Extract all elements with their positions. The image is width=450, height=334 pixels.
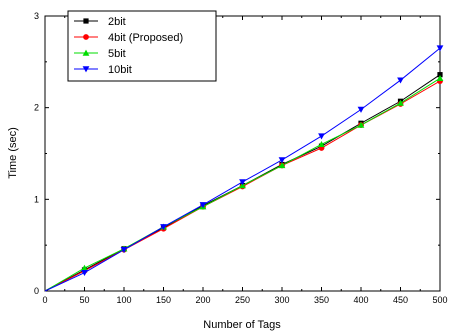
series-line: [44, 47, 441, 292]
data-point: [81, 269, 88, 277]
legend-entry-label: 5bit: [108, 48, 126, 60]
x-tick-label: 200: [195, 295, 210, 305]
x-tick-label: 350: [314, 295, 329, 305]
data-point: [397, 99, 404, 106]
data-point: [278, 162, 286, 169]
x-tick-label: 300: [274, 295, 289, 305]
legend-entry-label: 10bit: [108, 64, 132, 76]
data-point: [436, 45, 444, 52]
data-point: [318, 140, 325, 148]
legend-entry-label: 2bit: [108, 16, 126, 28]
legend-marker: [82, 49, 90, 56]
data-point: [357, 106, 365, 113]
data-point: [397, 77, 404, 84]
y-tick-label: 0: [34, 286, 39, 296]
series-10bit: [44, 45, 444, 292]
x-tick-label: 150: [156, 295, 171, 305]
x-tick-label: 0: [42, 295, 47, 305]
legend-marker: [83, 18, 89, 24]
series-layer: [44, 45, 444, 292]
series-5bit: [44, 74, 444, 292]
x-tick-label: 50: [79, 295, 89, 305]
data-point: [436, 74, 444, 82]
x-tick-label: 500: [432, 295, 447, 305]
data-point: [278, 157, 286, 164]
legend-marker: [82, 66, 90, 73]
data-point: [120, 247, 128, 254]
x-tick-label: 100: [116, 295, 131, 305]
y-tick-label: 3: [34, 11, 39, 21]
legend-marker: [83, 34, 89, 40]
x-axis-label: Number of Tags: [203, 319, 281, 331]
data-point: [239, 179, 246, 186]
data-point: [357, 121, 365, 128]
data-point: [199, 202, 207, 209]
y-axis-label: Time (sec): [7, 127, 19, 179]
y-tick-label: 1: [34, 194, 39, 204]
data-point: [160, 224, 167, 231]
x-tick-label: 400: [353, 295, 368, 305]
y-tick-label: 2: [34, 103, 39, 113]
legend-entry-label: 4bit (Proposed): [108, 32, 183, 44]
data-point: [81, 264, 88, 271]
x-tick-label: 250: [235, 295, 250, 305]
data-point: [437, 72, 443, 78]
x-tick-label: 450: [393, 295, 408, 305]
data-point: [318, 133, 325, 140]
legend: 2bit 4bit (Proposed) 5bit 10bit: [67, 10, 217, 82]
ticks: 0 50 100 150 200 250 300 350 400 450 500 0 1 2 3: [34, 11, 448, 305]
